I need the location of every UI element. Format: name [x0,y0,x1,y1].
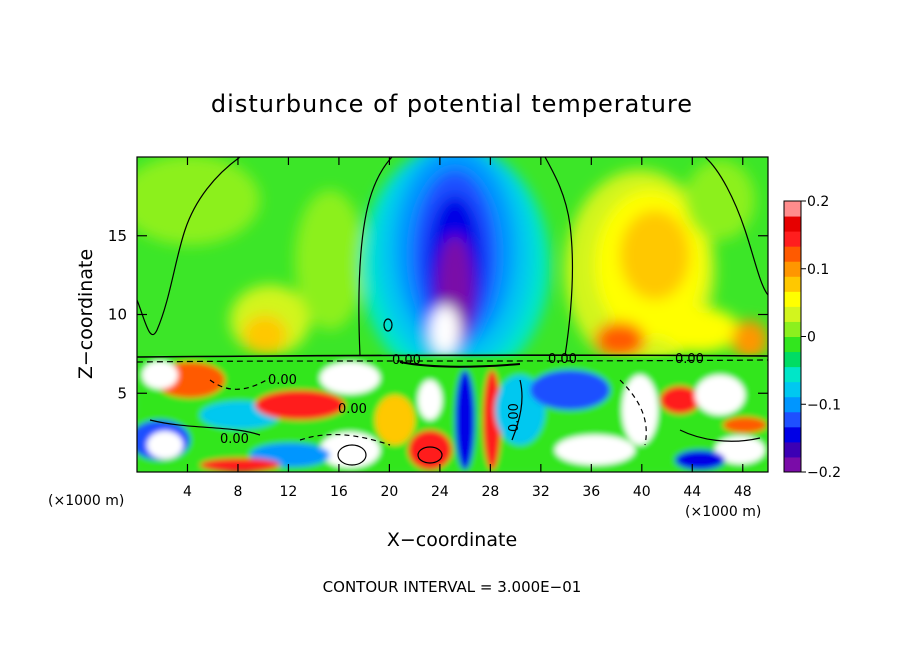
colorbar-swatch [784,231,801,247]
contour-label: 0.00 [392,353,421,368]
colorbar: 0.2 0.1 0 −0.1 −0.2 [783,194,841,481]
x-tick-label: 24 [431,484,449,500]
contour-labels: 0.00 0.00 0.00 0.00 0.00 0.00 0.00 [220,352,704,447]
contour-interval-footer: CONTOUR INTERVAL = 3.000E−01 [323,578,582,596]
x-tick-label: 20 [380,484,398,500]
colorbar-swatch [784,411,801,428]
colorbar-tick-label: 0.2 [807,194,829,210]
contour-label: 0.00 [220,432,249,447]
y-axis: 5 10 15 [108,227,768,402]
contour-label: 0.00 [507,403,522,432]
x-tick-label: 8 [233,484,242,500]
contour-label: 0.00 [268,373,297,388]
upper-field [137,157,768,385]
colorbar-swatch [784,456,801,473]
contour-label: 0.00 [675,352,704,367]
colorbar-swatch [784,351,801,368]
colorbar-tick-label: −0.1 [807,397,841,413]
colorbar-swatch [784,216,801,232]
x-tick-label: 40 [633,484,651,500]
colorbar-swatch [784,246,801,262]
colorbar-swatch [784,291,801,307]
colorbar-swatch [784,201,801,217]
contour-lines [137,157,768,466]
colorbar-swatch [784,306,801,322]
y-tick-label: 5 [117,384,127,402]
x-tick-label: 44 [683,484,701,500]
x-unit-label-right: (×1000 m) [685,504,761,520]
chart-title: disturbunce of potential temperature [211,90,693,118]
x-tick-label: 48 [734,484,752,500]
x-tick-label: 4 [183,484,192,500]
colorbar-swatch [784,441,801,458]
colorbar-tick-label: 0.1 [807,262,829,278]
x-axis-label: X−coordinate [387,529,517,551]
y-axis-label: Z−coordinate [75,249,97,379]
y-tick-label: 10 [108,306,127,324]
colorbar-swatch [784,276,801,292]
colorbar-swatch [784,426,801,443]
colorbar-tick-label: −0.2 [807,465,841,481]
plot-area: 0.00 0.00 0.00 0.00 0.00 0.00 0.00 [137,157,768,472]
x-tick-label: 16 [330,484,348,500]
x-tick-label: 28 [481,484,499,500]
colorbar-swatch [784,381,801,398]
x-unit-label-left: (×1000 m) [48,493,124,509]
colorbar-tick-label: 0 [807,330,816,346]
contour-label: 0.00 [338,402,367,417]
x-axis: 4 8 12 16 20 24 28 32 36 40 44 48 [183,157,752,500]
x-tick-label: 36 [582,484,600,500]
contour-label: 0.00 [548,352,577,367]
y-tick-label: 15 [108,227,127,245]
colorbar-swatch [784,261,801,277]
colorbar-swatch [784,321,801,337]
colorbar-swatch [784,396,801,413]
colorbar-swatch [784,366,801,383]
x-tick-label: 32 [532,484,550,500]
lower-field [137,356,768,472]
x-tick-label: 12 [280,484,298,500]
colorbar-swatch [784,336,801,353]
